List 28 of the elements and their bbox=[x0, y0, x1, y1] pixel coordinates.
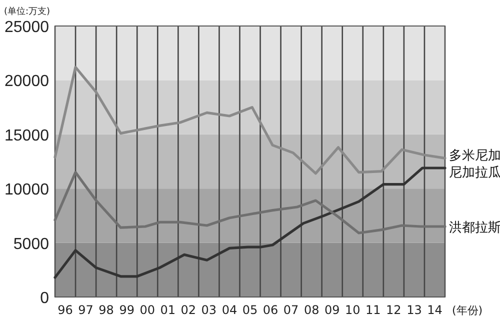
x-tick-label: 98 bbox=[98, 303, 114, 317]
y-axis-title: (单位:万支) bbox=[4, 6, 50, 17]
y-tick-label: 0 bbox=[40, 290, 50, 307]
x-tick-label: 04 bbox=[222, 303, 238, 317]
x-tick-label: 07 bbox=[283, 303, 299, 317]
y-tick-label: 5000 bbox=[13, 236, 50, 253]
x-tick-label: 06 bbox=[262, 303, 278, 317]
x-tick-label: 96 bbox=[58, 303, 73, 317]
x-tick-label: 11 bbox=[366, 303, 381, 317]
x-tick-label: 02 bbox=[180, 303, 196, 317]
x-tick-label: 08 bbox=[304, 303, 320, 317]
y-tick-label: 15000 bbox=[4, 127, 50, 144]
x-tick-label: 14 bbox=[427, 303, 442, 317]
x-tick-label: 10 bbox=[344, 303, 360, 317]
y-tick-label: 20000 bbox=[4, 73, 50, 90]
x-axis-title: (年份) bbox=[452, 304, 483, 317]
y-tick-label: 10000 bbox=[4, 182, 50, 199]
x-tick-label: 03 bbox=[201, 303, 217, 317]
x-tick-label: 97 bbox=[78, 303, 94, 317]
x-tick-label: 09 bbox=[324, 303, 340, 317]
y-tick-label: 25000 bbox=[4, 19, 50, 36]
x-tick-label: 12 bbox=[386, 303, 402, 317]
x-tick-label: 13 bbox=[406, 303, 422, 317]
x-tick-label: 01 bbox=[160, 303, 176, 317]
x-tick-label: 05 bbox=[242, 303, 258, 317]
series-label: 多米尼加 bbox=[449, 148, 500, 164]
x-tick-label: 99 bbox=[119, 303, 134, 317]
x-tick-label: 00 bbox=[140, 303, 156, 317]
